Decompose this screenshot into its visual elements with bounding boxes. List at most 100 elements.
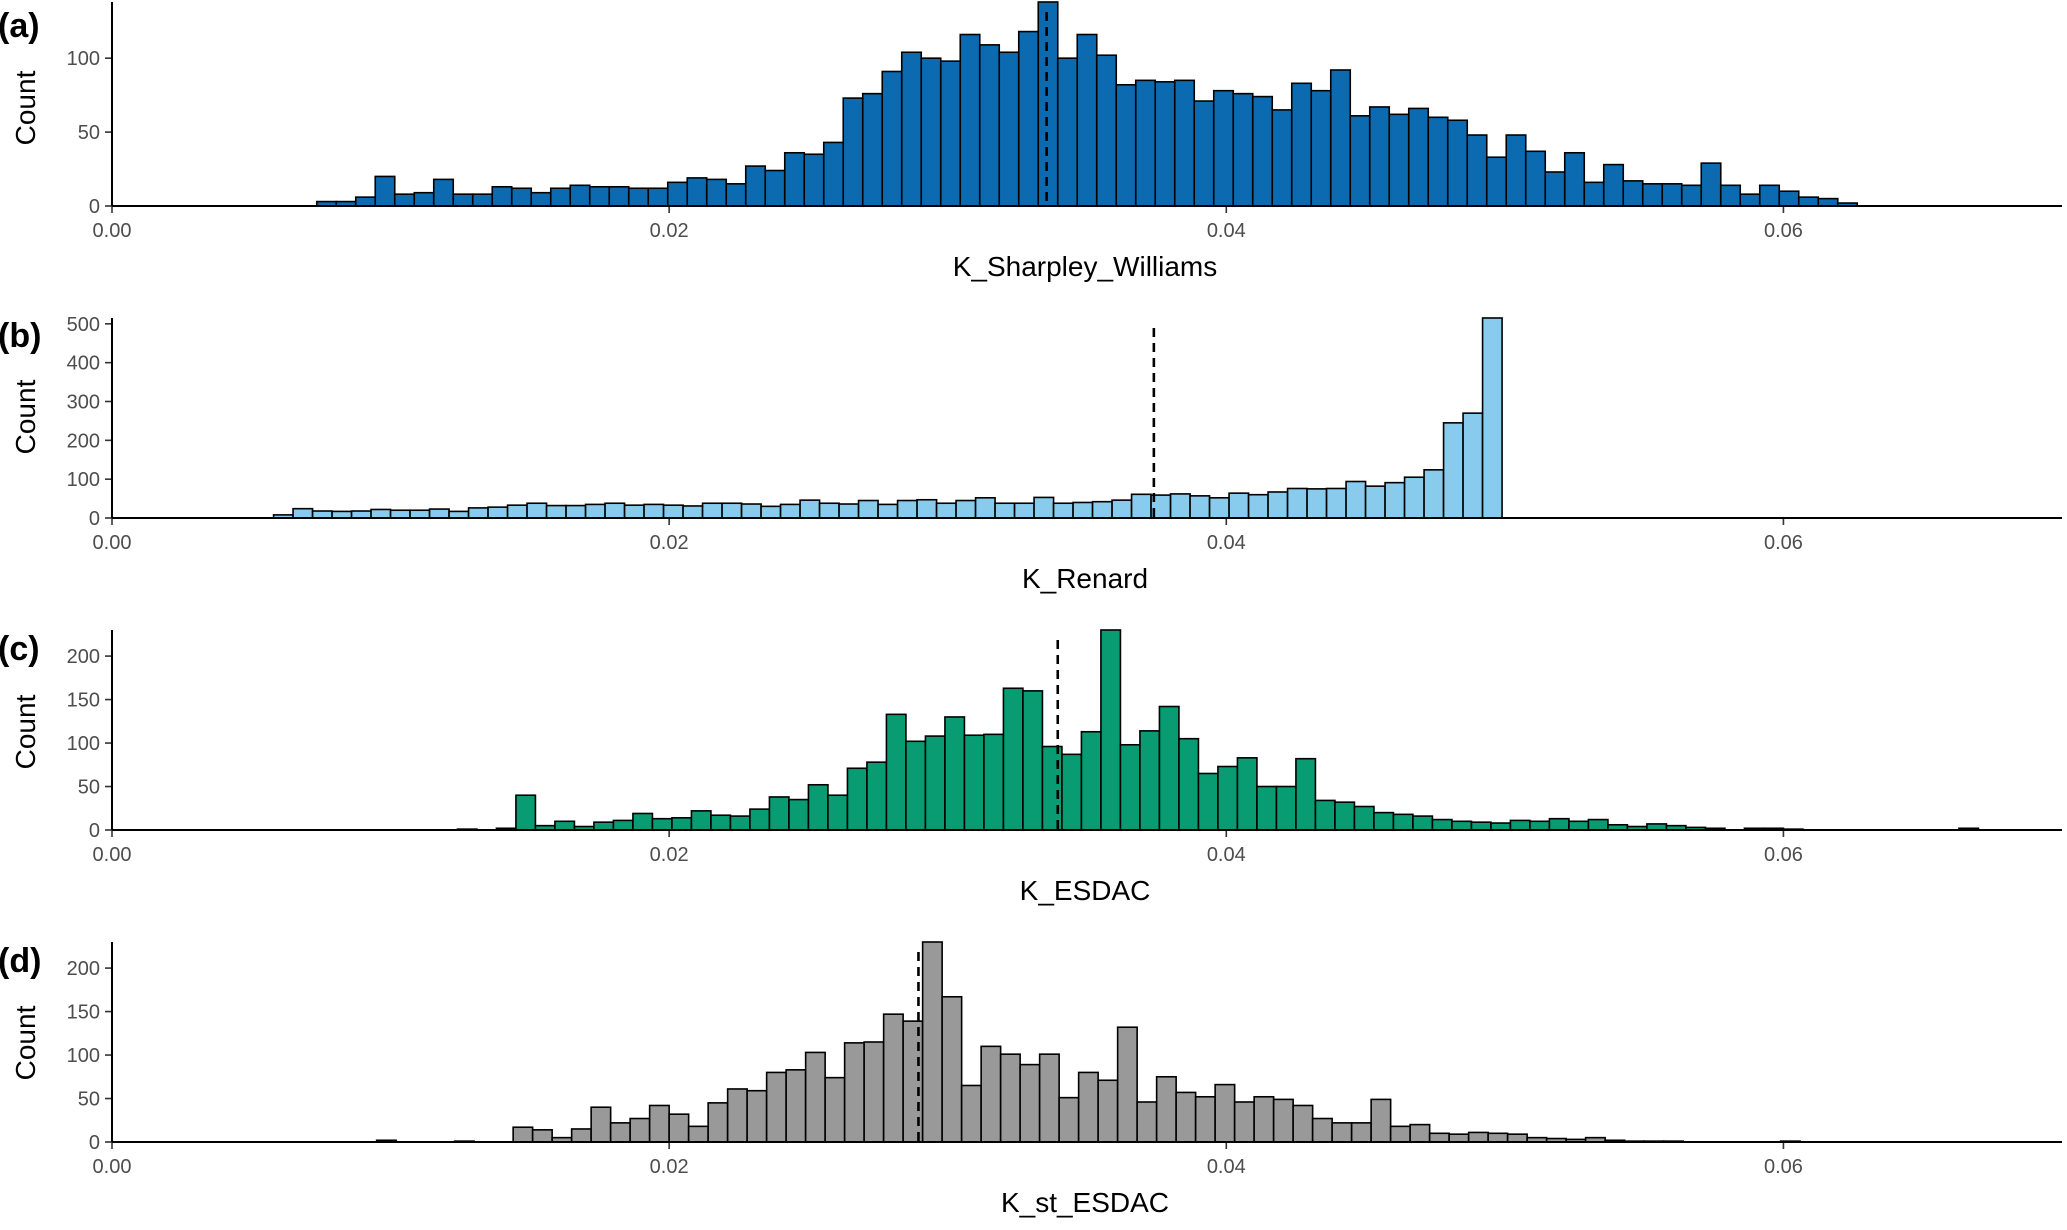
panel-b-bar xyxy=(604,502,626,519)
panel-a-bar xyxy=(764,169,786,207)
panel-a-bars xyxy=(315,1,1859,207)
panel-c-bar xyxy=(1334,801,1356,831)
panel-a-bar xyxy=(647,187,669,207)
panel-b-bar xyxy=(370,508,392,519)
panel-d-bar xyxy=(1389,1125,1411,1143)
panel-d-bar xyxy=(1233,1101,1255,1143)
panel-c-bar xyxy=(846,767,868,831)
panel-a-y-tick-label: 50 xyxy=(78,122,100,144)
panel-c-y-tick-label: 50 xyxy=(78,777,100,799)
panel-a-bar xyxy=(822,141,845,207)
panel-b-bar xyxy=(1208,497,1230,519)
panel-b-axis-lines xyxy=(111,318,2062,519)
panel-d-bar xyxy=(687,1125,709,1143)
panel-d-bar xyxy=(746,1089,768,1143)
panel-d-bar xyxy=(980,1045,1002,1143)
panel-b-bar xyxy=(506,504,528,519)
panel-a-bar xyxy=(998,51,1020,207)
panel-b-bar xyxy=(350,510,372,519)
panel-a-bar xyxy=(1271,109,1293,207)
panel-d-bar xyxy=(999,1053,1021,1143)
panel-a-bar xyxy=(530,191,552,207)
panel-c-bar xyxy=(1197,772,1219,831)
panel-d-bar xyxy=(1175,1091,1197,1143)
panel-b-bar xyxy=(935,502,957,519)
panel-c-y-axis-title: Count xyxy=(10,694,41,769)
panel-a-bar xyxy=(1544,171,1566,207)
panel-c-bar xyxy=(1119,743,1141,831)
panel-a-x-tick-label: 0.00 xyxy=(93,220,132,242)
panel-a-bar xyxy=(1193,100,1215,207)
panel-b-bar xyxy=(1364,485,1386,519)
panel-b-bar xyxy=(994,502,1016,519)
panel-b-x-axis-title: K_Renard xyxy=(1022,563,1148,594)
panel-d-bar xyxy=(1214,1083,1236,1143)
panel-a-bar xyxy=(1778,190,1800,207)
panel-a: (a) Count K_Sharpley_Williams 0.00 0.02 0.… xyxy=(0,1,2062,282)
panel-a-bar xyxy=(1680,184,1703,207)
panel-d-bar xyxy=(1194,1095,1216,1143)
panel-a-bar xyxy=(1076,33,1098,207)
panel-b-bar xyxy=(623,504,645,519)
panel-c-bar xyxy=(1061,753,1083,831)
panel-a-bar xyxy=(1700,162,1722,207)
panel-c-bar xyxy=(1158,705,1180,831)
panel-a-bar xyxy=(1427,116,1449,207)
panel-d-bar xyxy=(1506,1133,1528,1143)
panel-b-bar xyxy=(1228,492,1250,519)
panel-b-bar xyxy=(1423,469,1445,519)
panel-d-bar xyxy=(824,1076,846,1143)
panel-a-bar xyxy=(1602,163,1625,207)
panel-a-ticks: 0.00 0.02 0.04 0.06 0 50 100 xyxy=(67,48,1803,242)
panel-a-bar xyxy=(1797,196,1820,207)
panel-b-y-axis-title: Count xyxy=(10,379,41,454)
panel-c-bar xyxy=(1100,629,1122,831)
panel-c-bar xyxy=(1314,799,1336,831)
panel-a-bar xyxy=(510,187,533,207)
panel-c-y-tick-label: 0 xyxy=(89,820,100,842)
panel-a-bar xyxy=(1310,89,1332,207)
panel-c-x-axis-title: K_ESDAC xyxy=(1020,875,1151,906)
panel-c-bar xyxy=(729,815,751,831)
panel-a-y-tick-label: 0 xyxy=(89,196,100,218)
panel-c-bar xyxy=(749,808,771,831)
panel-d-bar xyxy=(1077,1071,1099,1143)
panel-d-bar xyxy=(1155,1075,1177,1143)
panel-a-bar xyxy=(1817,197,1839,207)
panel-a-x-tick-label: 0.02 xyxy=(650,220,689,242)
panel-b-bar xyxy=(643,503,665,519)
panel-d-bar xyxy=(785,1069,807,1143)
panel-a-bar xyxy=(1505,134,1527,207)
panel-c-label: (c) xyxy=(0,630,40,668)
panel-b-bar xyxy=(682,505,704,519)
panel-a-bar xyxy=(1134,79,1157,207)
panel-c-bar xyxy=(1548,817,1570,831)
panel-a-bar xyxy=(1583,181,1605,207)
panel-a-x-axis-title: K_Sharpley_Williams xyxy=(953,251,1218,282)
panel-b-bar xyxy=(974,497,996,519)
panel-a-bar xyxy=(783,151,806,207)
panel-d-bar xyxy=(590,1106,612,1143)
panel-b-bar xyxy=(1286,487,1308,519)
panel-a-bar xyxy=(1017,30,1040,207)
panel-a-bar xyxy=(861,92,884,207)
panel-c-bar xyxy=(554,820,576,831)
panel-d-y-tick-label: 150 xyxy=(67,1002,100,1024)
panel-a-bar xyxy=(1154,81,1176,207)
panel-d-bar xyxy=(1311,1117,1333,1143)
panel-d-label: (d) xyxy=(0,942,41,980)
panel-a-bar xyxy=(608,185,630,207)
panel-b-bar xyxy=(721,502,743,519)
panel-c-bar xyxy=(632,812,654,831)
panel-d-bar xyxy=(1331,1122,1353,1143)
panel-b-bar xyxy=(818,502,840,519)
panel-a-y-axis-title: Count xyxy=(10,70,41,145)
panel-c-bar xyxy=(710,814,732,831)
panel-d-bar xyxy=(1136,1101,1158,1143)
panel-d-bar xyxy=(609,1122,631,1143)
panel-d-bar xyxy=(629,1117,651,1143)
panel-b-y-tick-label: 200 xyxy=(67,430,100,452)
panel-c-bar xyxy=(1587,818,1609,831)
panel-a-bar xyxy=(549,187,572,207)
